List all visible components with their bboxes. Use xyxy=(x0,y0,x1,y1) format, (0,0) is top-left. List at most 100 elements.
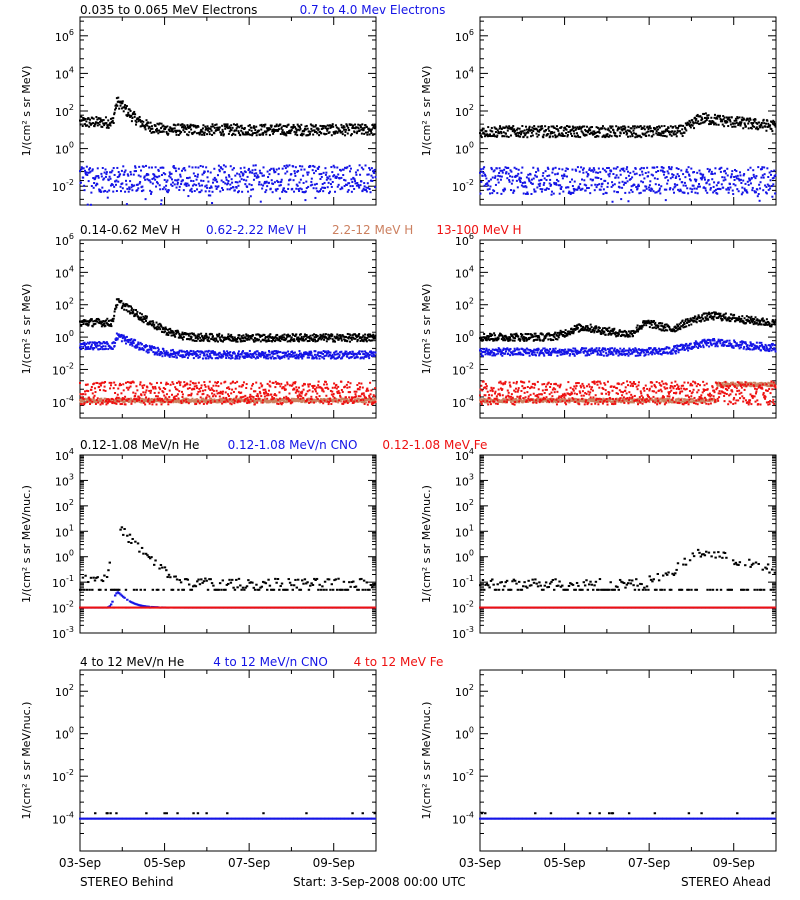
data-point xyxy=(185,354,188,357)
data-point xyxy=(536,167,539,170)
data-point xyxy=(519,179,522,182)
data-point xyxy=(231,126,234,129)
data-point xyxy=(190,350,193,353)
data-point xyxy=(264,399,267,402)
data-point xyxy=(597,135,600,138)
data-point xyxy=(327,177,330,180)
data-point xyxy=(148,402,151,405)
data-point xyxy=(248,349,251,352)
data-point xyxy=(178,349,181,352)
data-point xyxy=(324,125,327,128)
data-point xyxy=(255,353,258,356)
data-point xyxy=(217,128,220,131)
data-point xyxy=(641,173,644,176)
data-point xyxy=(520,171,523,174)
data-point xyxy=(323,125,326,128)
data-point xyxy=(509,134,512,137)
data-point xyxy=(662,134,665,137)
data-point xyxy=(567,186,570,189)
data-point xyxy=(211,350,214,353)
data-point xyxy=(733,125,736,128)
data-point xyxy=(721,123,724,126)
data-point xyxy=(356,340,359,343)
data-point xyxy=(79,342,82,345)
data-point xyxy=(373,168,376,171)
data-point xyxy=(724,120,727,123)
data-point xyxy=(511,126,514,129)
data-point xyxy=(138,318,141,321)
data-point xyxy=(551,132,554,135)
data-point xyxy=(736,188,739,191)
data-point xyxy=(659,169,662,172)
data-point xyxy=(499,178,502,181)
data-point xyxy=(618,127,621,130)
data-point xyxy=(165,393,168,396)
data-point xyxy=(275,123,278,126)
data-point xyxy=(327,355,330,358)
data-point xyxy=(278,197,281,200)
data-point xyxy=(302,174,305,177)
data-point xyxy=(278,335,281,338)
data-point xyxy=(157,168,160,171)
data-point xyxy=(158,122,161,125)
data-point xyxy=(133,315,136,318)
data-point xyxy=(282,189,285,192)
data-point xyxy=(300,123,303,126)
data-point xyxy=(124,190,127,193)
data-point xyxy=(113,173,116,176)
data-point xyxy=(293,351,296,354)
data-point xyxy=(112,320,115,323)
data-point xyxy=(273,350,276,353)
data-point xyxy=(710,170,713,173)
data-point xyxy=(209,128,212,131)
data-point xyxy=(370,128,373,131)
data-point xyxy=(275,168,278,171)
data-point xyxy=(358,129,361,132)
data-point xyxy=(154,387,157,390)
data-point xyxy=(108,175,111,178)
data-point xyxy=(655,132,658,135)
data-point xyxy=(689,126,692,129)
data-point xyxy=(704,189,707,192)
data-point xyxy=(359,173,362,176)
data-point xyxy=(257,338,260,341)
data-point xyxy=(530,178,533,181)
data-point xyxy=(646,166,649,169)
data-point xyxy=(349,167,352,170)
data-point xyxy=(599,188,602,191)
data-point xyxy=(768,184,771,187)
data-point xyxy=(145,398,148,401)
data-point xyxy=(305,124,308,127)
data-point xyxy=(580,166,583,169)
data-point xyxy=(124,403,127,406)
data-point xyxy=(124,106,127,109)
data-point xyxy=(766,167,769,170)
data-point xyxy=(743,118,746,121)
data-point xyxy=(550,190,553,193)
data-point xyxy=(545,179,548,182)
data-point xyxy=(200,128,203,131)
data-point xyxy=(136,183,139,186)
data-point xyxy=(108,399,111,402)
data-point xyxy=(179,173,182,176)
data-point xyxy=(517,135,520,138)
data-point xyxy=(668,130,671,133)
data-point xyxy=(157,391,160,394)
data-point xyxy=(197,356,200,359)
data-point xyxy=(693,187,696,190)
data-point xyxy=(612,129,615,132)
data-point xyxy=(145,389,148,392)
data-point xyxy=(279,340,282,343)
data-point xyxy=(586,187,589,190)
data-point xyxy=(269,187,272,190)
data-point xyxy=(255,172,258,175)
data-point xyxy=(498,167,501,170)
data-point xyxy=(301,357,304,360)
data-point xyxy=(149,121,152,124)
data-point xyxy=(213,353,216,356)
data-point xyxy=(199,165,202,168)
data-point xyxy=(322,333,325,336)
data-point xyxy=(157,132,160,135)
data-point xyxy=(294,335,297,338)
data-point xyxy=(294,400,297,403)
